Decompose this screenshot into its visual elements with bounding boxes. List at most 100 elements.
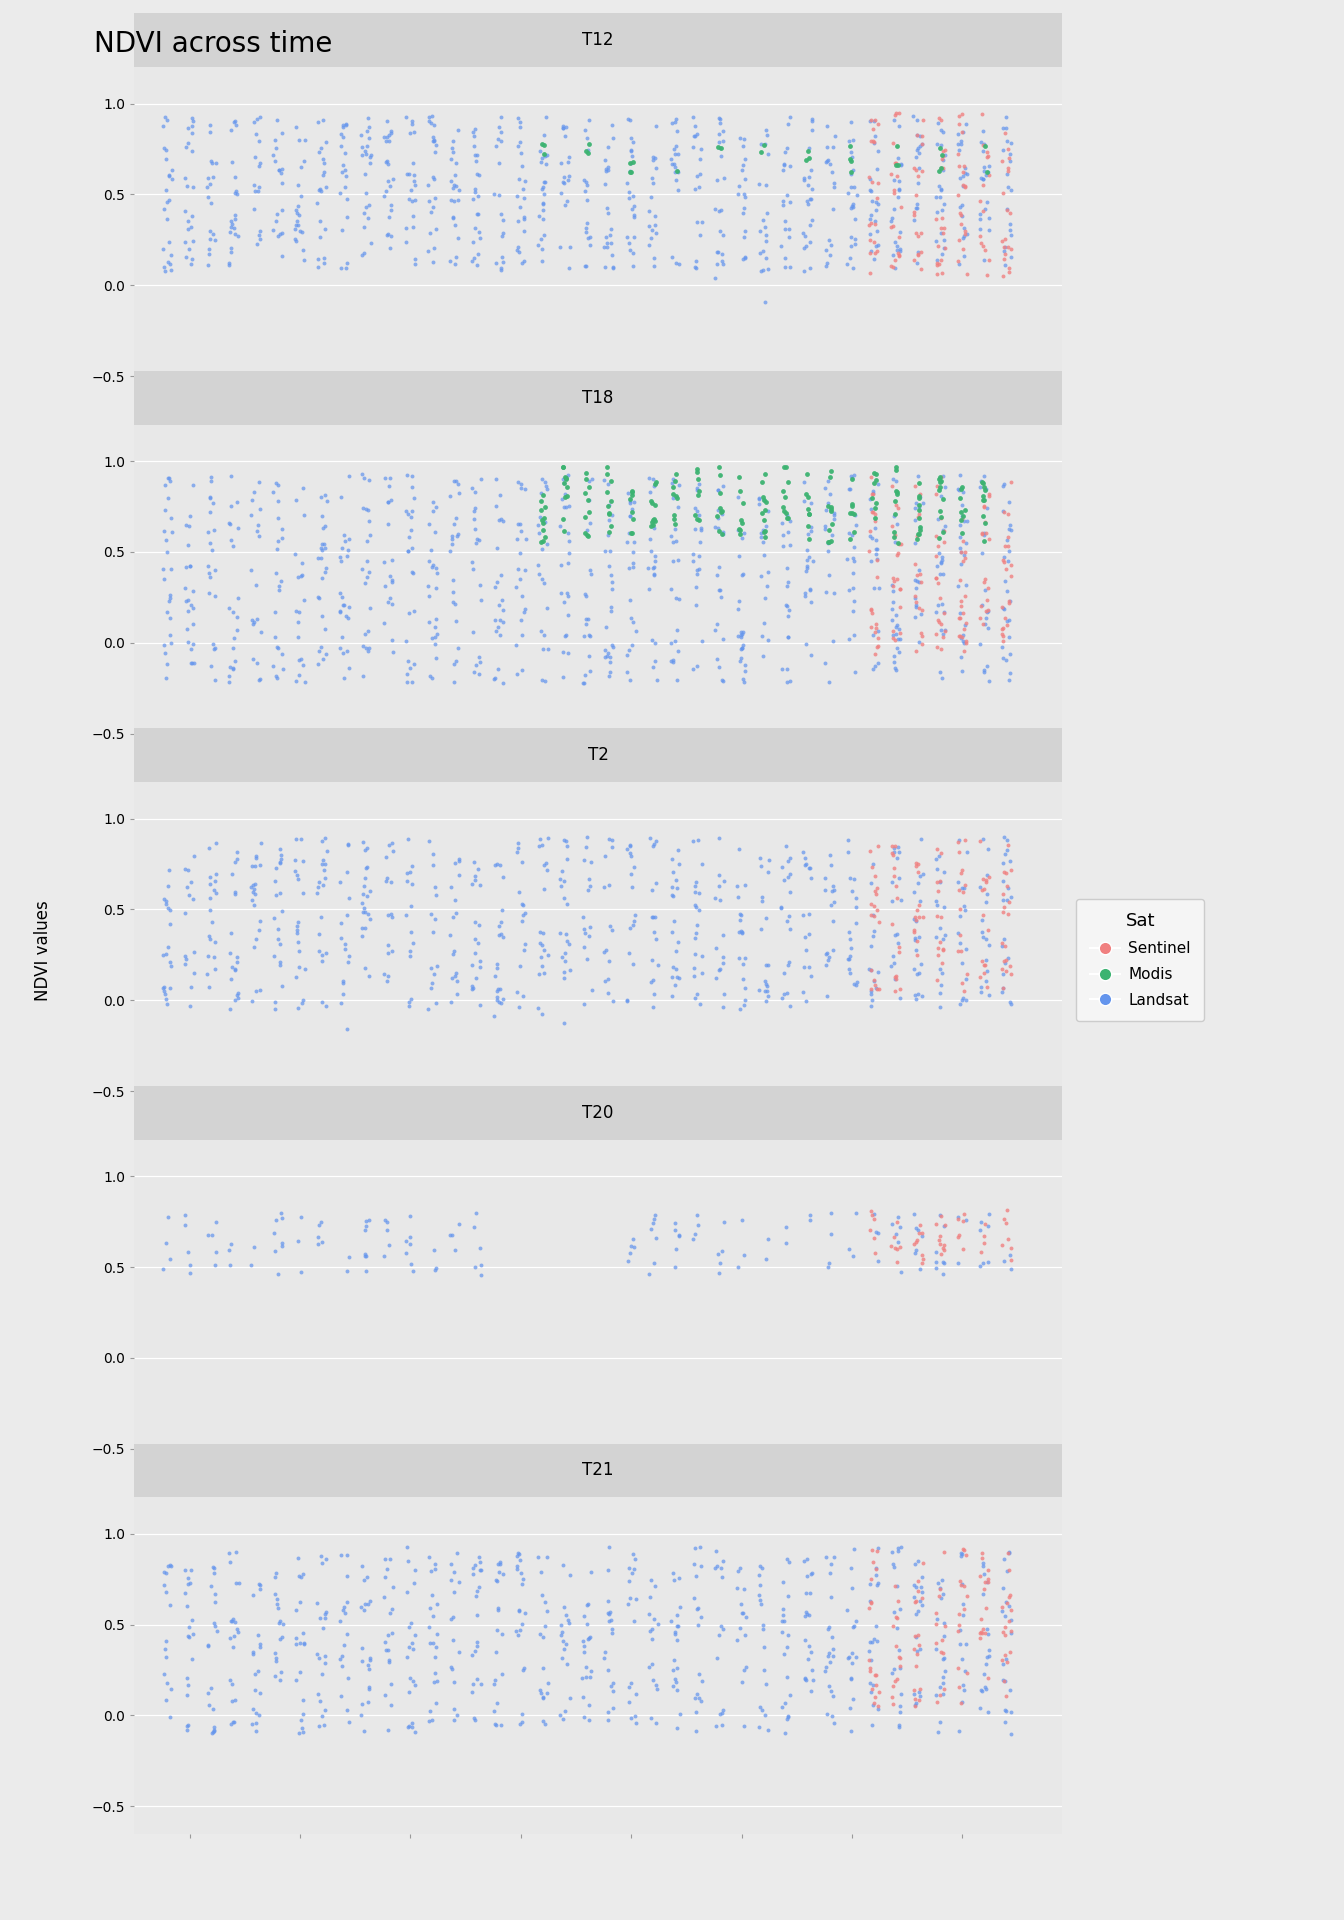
Point — [973, 244, 995, 275]
Point — [152, 234, 173, 265]
Point — [777, 1701, 798, 1732]
Point — [466, 159, 488, 190]
Point — [712, 1693, 734, 1724]
Point — [954, 217, 976, 248]
Point — [353, 872, 375, 902]
Point — [1000, 234, 1021, 265]
Point — [181, 109, 203, 140]
Point — [734, 651, 755, 682]
Point — [798, 541, 820, 572]
Point — [714, 163, 735, 194]
Point — [816, 937, 837, 968]
Point — [535, 167, 556, 198]
Point — [863, 125, 884, 156]
Point — [886, 150, 907, 180]
Point — [243, 175, 265, 205]
Point — [814, 146, 836, 177]
Point — [910, 1634, 931, 1665]
Point — [999, 1605, 1020, 1636]
Point — [818, 526, 840, 557]
Point — [402, 532, 423, 563]
Point — [316, 486, 337, 516]
Point — [597, 1555, 618, 1586]
Point — [884, 831, 906, 862]
Point — [269, 156, 290, 186]
Point — [884, 100, 906, 131]
Point — [751, 136, 773, 167]
Point — [245, 924, 266, 954]
Point — [864, 493, 886, 524]
Point — [839, 864, 860, 895]
Point — [758, 626, 780, 657]
Point — [992, 1665, 1013, 1695]
Point — [642, 553, 664, 584]
Point — [800, 184, 821, 215]
Point — [992, 958, 1013, 989]
Point — [465, 1636, 487, 1667]
Point — [396, 536, 418, 566]
Point — [241, 555, 262, 586]
Point — [860, 236, 882, 267]
Point — [751, 851, 773, 881]
Point — [906, 1227, 927, 1258]
Point — [754, 484, 775, 515]
Point — [398, 645, 419, 676]
Point — [844, 499, 866, 530]
Point — [953, 1594, 974, 1624]
Point — [839, 1233, 860, 1263]
Point — [907, 849, 929, 879]
Point — [925, 540, 946, 570]
Point — [909, 515, 930, 545]
Point — [930, 480, 952, 511]
Point — [883, 566, 905, 597]
Point — [976, 966, 997, 996]
Point — [888, 217, 910, 248]
Point — [840, 1553, 862, 1584]
Point — [734, 215, 755, 246]
Point — [823, 194, 844, 225]
Point — [890, 574, 911, 605]
Point — [903, 916, 925, 947]
Point — [661, 645, 683, 676]
Point — [574, 165, 595, 196]
Point — [378, 1644, 399, 1674]
Point — [684, 1532, 706, 1563]
Point — [771, 1605, 793, 1636]
Point — [909, 482, 930, 513]
Point — [173, 1578, 195, 1609]
Point — [527, 230, 548, 261]
Point — [509, 1544, 531, 1574]
Point — [577, 1624, 598, 1655]
Point — [597, 520, 618, 551]
Point — [687, 559, 708, 589]
Point — [927, 566, 949, 597]
Point — [336, 900, 358, 931]
Point — [336, 541, 358, 572]
Point — [484, 1000, 505, 1031]
Point — [727, 1624, 749, 1655]
Point — [644, 628, 665, 659]
Point — [536, 634, 558, 664]
Point — [866, 186, 887, 217]
Point — [775, 1212, 797, 1242]
Point — [375, 1626, 396, 1657]
Point — [663, 505, 684, 536]
Point — [598, 505, 620, 536]
Point — [335, 601, 356, 632]
Point — [157, 1202, 179, 1233]
Point — [665, 104, 687, 134]
Point — [909, 482, 930, 513]
Point — [973, 152, 995, 182]
Point — [532, 620, 554, 651]
Point — [293, 499, 314, 530]
Point — [903, 877, 925, 908]
Point — [179, 234, 200, 265]
Point — [749, 975, 770, 1006]
Point — [352, 131, 374, 161]
Point — [484, 1709, 505, 1740]
Point — [556, 845, 578, 876]
Point — [888, 175, 910, 205]
Point — [573, 845, 594, 876]
Point — [353, 1715, 375, 1745]
Point — [310, 175, 332, 205]
